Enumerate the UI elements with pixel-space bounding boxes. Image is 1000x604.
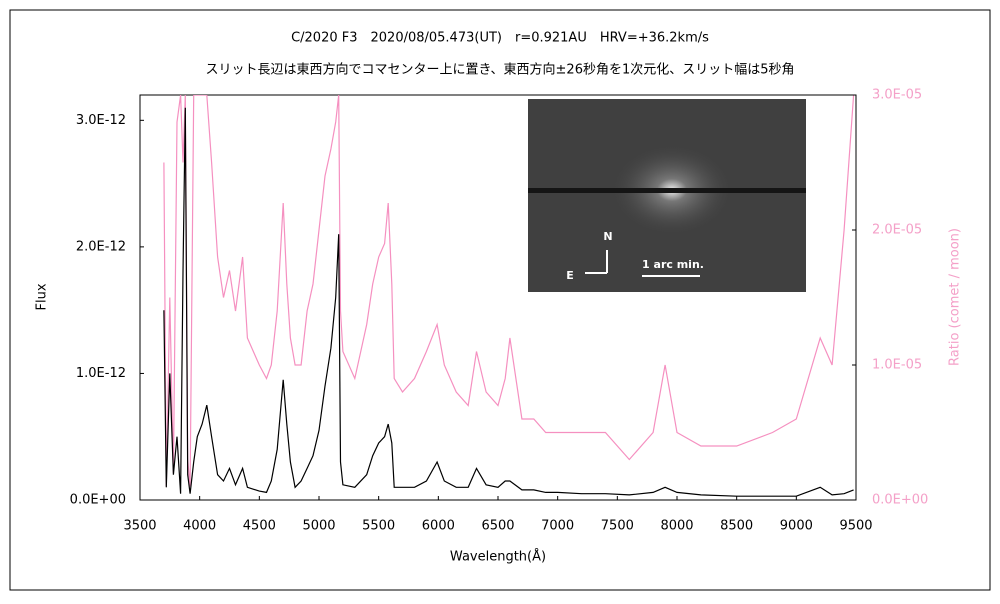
series-line — [163, 95, 855, 487]
series-group — [163, 95, 855, 497]
y-tick-label: 0.0E+00 — [70, 493, 126, 508]
y2-tick-label: 2.0E-05 — [872, 223, 922, 238]
inset-label: N — [603, 230, 612, 243]
inset-label: 1 arc min. — [642, 258, 704, 271]
x-tick-label: 7000 — [541, 519, 574, 534]
chart-title: C/2020 F3 2020/08/05.473(UT) r=0.921AU H… — [291, 31, 709, 46]
inset-label: E — [566, 269, 574, 282]
series-line — [163, 107, 854, 497]
chart-subtitle: スリット長辺は東西方向でコマセンター上に置き、東西方向±26秒角を1次元化、スリ… — [205, 62, 794, 78]
y-tick-label: 3.0E-12 — [76, 113, 126, 128]
y2-tick-label: 1.0E-05 — [872, 358, 922, 373]
x-tick-label: 4500 — [243, 519, 276, 534]
y2-axis-label: Ratio (comet / moon) — [948, 228, 963, 366]
x-axis-label: Wavelength(Å) — [450, 549, 546, 565]
y-axis-label: Flux — [35, 283, 50, 310]
x-tick-label: 7500 — [601, 519, 634, 534]
x-tick-label: 8000 — [660, 519, 693, 534]
y-tick-label: 2.0E-12 — [76, 239, 126, 254]
x-tick-label: 8500 — [720, 519, 753, 534]
frame — [9, 9, 991, 591]
y2-tick-label: 0.0E+00 — [872, 493, 928, 508]
inset-image: N E 1 arc min. — [528, 99, 806, 292]
x-tick-label: 9500 — [839, 519, 872, 534]
x-tick-label: 6000 — [422, 519, 455, 534]
y-tick-label: 1.0E-12 — [76, 366, 126, 381]
y2-tick-label: 3.0E-05 — [872, 88, 922, 103]
x-tick-label: 3500 — [123, 519, 156, 534]
x-tick-label: 9000 — [780, 519, 813, 534]
x-tick-label: 5000 — [302, 519, 335, 534]
x-tick-label: 5500 — [362, 519, 395, 534]
x-tick-label: 6500 — [481, 519, 514, 534]
x-tick-label: 4000 — [183, 519, 216, 534]
slit-line — [528, 188, 806, 193]
